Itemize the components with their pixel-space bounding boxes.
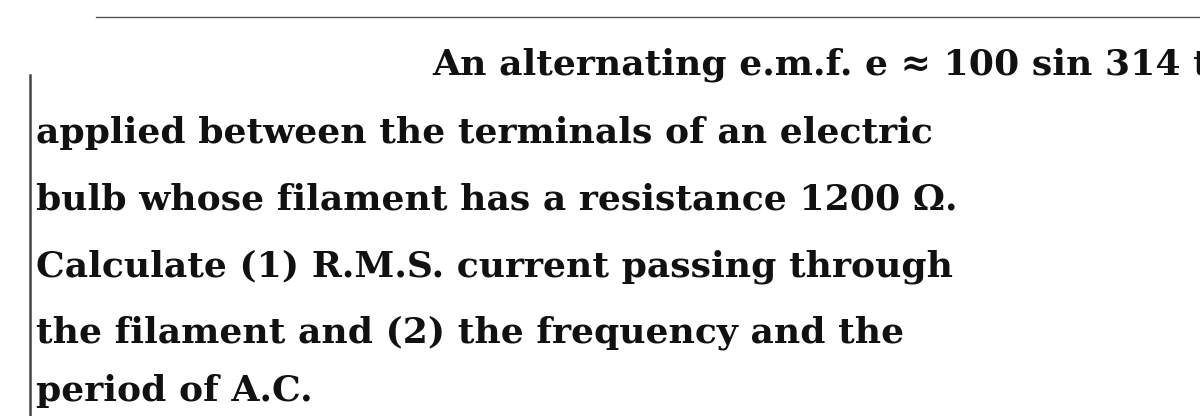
Text: the filament and (2) the frequency and the: the filament and (2) the frequency and t… — [36, 315, 904, 350]
Text: bulb whose filament has a resistance 1200 Ω.: bulb whose filament has a resistance 120… — [36, 183, 958, 217]
Text: Calculate (1) R.M.S. current passing through: Calculate (1) R.M.S. current passing thr… — [36, 249, 953, 284]
Text: applied between the terminals of an electric: applied between the terminals of an elec… — [36, 116, 932, 150]
Text: An alternating e.m.f. e ≈ 100 sin 314 t is: An alternating e.m.f. e ≈ 100 sin 314 t … — [432, 47, 1200, 82]
Text: period of A.C.: period of A.C. — [36, 374, 313, 408]
